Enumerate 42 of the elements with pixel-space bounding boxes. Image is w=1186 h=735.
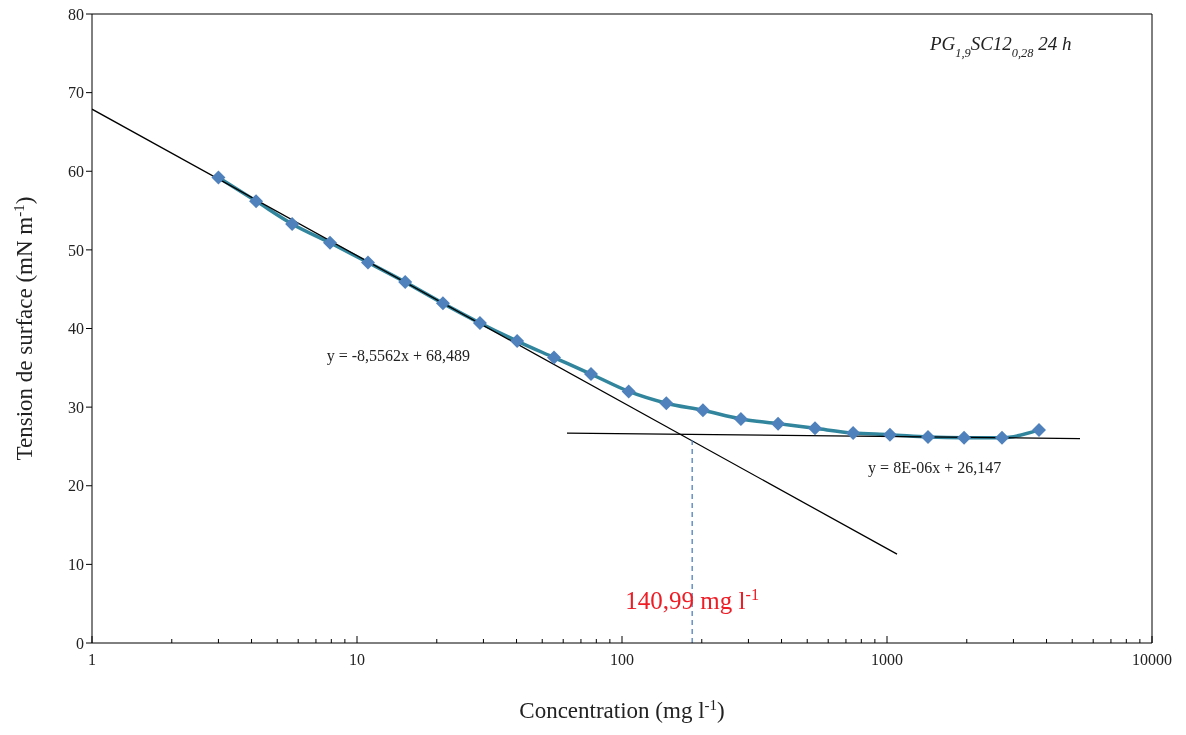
point xyxy=(695,403,710,418)
point xyxy=(435,296,450,311)
point xyxy=(285,216,300,231)
x-axis-title: Concentration (mg l$^{-1}$) xyxy=(519,697,725,723)
point xyxy=(1032,422,1047,437)
point xyxy=(472,316,487,330)
point xyxy=(360,255,375,270)
point xyxy=(584,367,599,382)
point xyxy=(211,170,226,185)
point xyxy=(659,396,674,411)
point xyxy=(882,427,897,442)
annotation: PG$_{1,9}$SC12$_{0,28}$ 24 h xyxy=(928,32,1072,60)
annotation: 140,99 mg l$^{-1}$ xyxy=(625,585,760,614)
point xyxy=(808,421,823,436)
y-tick-label: 70 xyxy=(68,84,84,102)
x-tick-label: 100 xyxy=(610,651,634,668)
point xyxy=(510,334,525,349)
x-tick-label: 1000 xyxy=(871,651,903,668)
point xyxy=(323,235,338,250)
point xyxy=(249,194,264,209)
y-tick-label: 40 xyxy=(68,320,84,338)
y-tick-label: 80 xyxy=(68,5,84,23)
x-tick-label: 1 xyxy=(88,651,96,668)
annotation: y = 8E-06x + 26,147 xyxy=(868,459,1002,478)
point xyxy=(621,384,636,399)
point xyxy=(547,350,562,365)
y-tick-label: 50 xyxy=(68,241,84,259)
point xyxy=(771,416,786,431)
annotation: y = -8,5562x + 68,489 xyxy=(326,347,471,366)
point xyxy=(994,430,1009,445)
point xyxy=(921,430,935,444)
point xyxy=(733,411,748,426)
y-tick-label: 0 xyxy=(76,634,84,652)
y-tick-label: 20 xyxy=(68,477,84,495)
point xyxy=(398,275,413,290)
point xyxy=(957,430,972,445)
x-tick-label: 10 xyxy=(349,651,365,668)
y-tick-label: 10 xyxy=(68,556,84,574)
y-tick-label: 30 xyxy=(68,398,84,416)
y-tick-label: 60 xyxy=(68,162,84,180)
point xyxy=(846,426,861,441)
x-tick-label: 10000 xyxy=(1132,651,1172,668)
